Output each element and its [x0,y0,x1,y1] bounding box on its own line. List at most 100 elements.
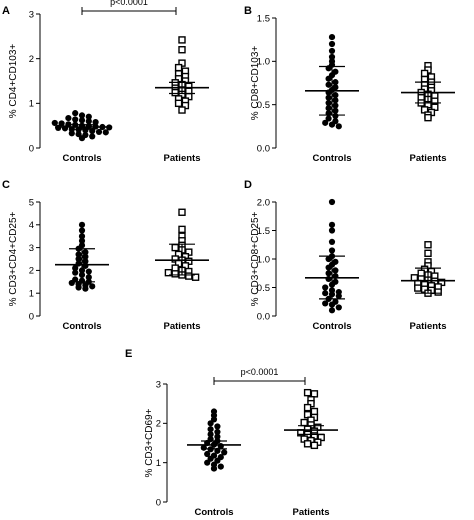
data-point-controls [78,233,86,240]
y-axis-label: % CD3+CD8+CD25+ [250,211,261,306]
data-point-controls [95,128,103,136]
data-point-controls [89,283,96,290]
data-point-controls [322,284,329,291]
data-point-controls [72,116,79,123]
data-point-controls [78,221,86,228]
x-category-label: Patients [410,153,447,164]
data-point-controls [85,274,92,281]
y-axis-label: % CD3+CD69+ [144,408,155,477]
x-category-label: Patients [164,153,201,164]
data-point-controls [325,264,332,271]
data-point-controls [72,269,79,276]
y-tick-label: 3 [29,9,34,20]
data-point-controls [322,300,329,307]
data-point-controls [78,112,86,119]
data-point-controls [325,270,332,277]
data-point-controls [106,124,113,131]
data-point-controls [51,119,58,127]
data-point-controls [332,97,339,104]
data-point-controls [332,79,339,86]
data-point-patients [300,418,308,427]
data-point-controls [68,130,75,137]
data-point-controls [328,53,336,61]
data-point-controls [89,133,96,140]
data-point-patients [414,284,422,292]
data-point-controls [328,301,336,308]
data-point-controls [72,265,79,272]
x-category-label: Patients [293,507,330,518]
data-point-controls [204,450,211,458]
data-point-controls [325,75,332,82]
data-point-controls [325,105,332,112]
panel-letter: D [244,179,252,191]
y-tick-label: 1.0 [257,254,270,265]
y-tick-label: 1 [29,289,34,300]
data-point-controls [332,107,339,114]
data-point-controls [328,247,336,254]
data-point-controls [328,238,336,245]
data-point-controls [82,258,89,265]
data-point-controls [328,221,336,228]
data-point-patients [174,99,183,108]
y-tick-label: 3 [156,379,161,390]
data-point-controls [82,127,89,134]
y-axis-label: % CD4+CD103+ [8,44,19,119]
data-point-controls [78,237,86,244]
data-point-patients [424,241,432,249]
data-point-controls [325,99,332,107]
data-point-controls [85,268,92,275]
data-point-patients [178,208,186,216]
data-point-patients [171,270,179,278]
data-point-controls [335,123,342,130]
data-point-controls [82,249,89,256]
data-point-controls [61,125,69,132]
y-tick-label: 0 [29,143,34,154]
data-point-controls [72,110,79,117]
data-point-controls [328,47,336,55]
data-point-controls [102,129,109,136]
data-point-patients [303,403,312,412]
y-tick-label: 0 [156,497,161,508]
data-point-patients [434,288,442,296]
x-category-label: Controls [62,321,101,332]
data-point-controls [75,284,82,291]
y-tick-label: 0.0 [257,311,270,322]
panel-b: B 0.0 0.5 1.0 1.5 % CD8+CD103+ Controls Patient… [244,5,455,164]
data-point-controls [75,251,82,258]
y-tick-label: 4 [29,220,34,231]
data-point-patients [164,268,173,277]
data-point-controls [207,420,214,427]
y-tick-label: 1.5 [257,226,270,237]
x-category-label: Controls [62,153,101,164]
data-point-patients [420,69,429,78]
data-point-controls [325,115,332,122]
x-category-label: Controls [312,321,351,332]
data-point-controls [68,279,75,287]
data-point-controls [325,81,332,88]
data-point-controls [328,227,336,234]
x-category-label: Controls [312,153,351,164]
data-point-patients [185,272,193,280]
data-point-patients [310,441,319,450]
data-point-patients [424,249,432,258]
y-tick-label: 2 [29,54,34,65]
y-tick-label: 3 [29,243,34,254]
x-category-label: Patients [164,321,201,332]
data-point-patients [310,407,319,416]
data-point-controls [332,102,339,109]
data-point-controls [214,423,221,430]
panel-a: A 0 1 2 3 % CD4+CD103+ Controls Patients p<0.000… [2,0,209,164]
data-point-controls [221,449,228,456]
data-point-patients [171,88,179,97]
y-tick-label: 0.0 [257,143,270,154]
data-point-controls [78,117,86,124]
panel-e: E 0 1 2 3 % CD3+CD69+ Controls Patients p<0.0001 [125,348,338,518]
data-point-controls [328,307,336,314]
data-point-controls [85,118,92,125]
data-point-controls [207,431,214,438]
data-point-patients [178,46,186,54]
x-category-label: Patients [410,321,447,332]
data-point-controls [325,255,332,263]
panel-c: C 0 1 2 3 4 5 % CD3+CD4+CD25+ Controls Patients [2,179,209,332]
